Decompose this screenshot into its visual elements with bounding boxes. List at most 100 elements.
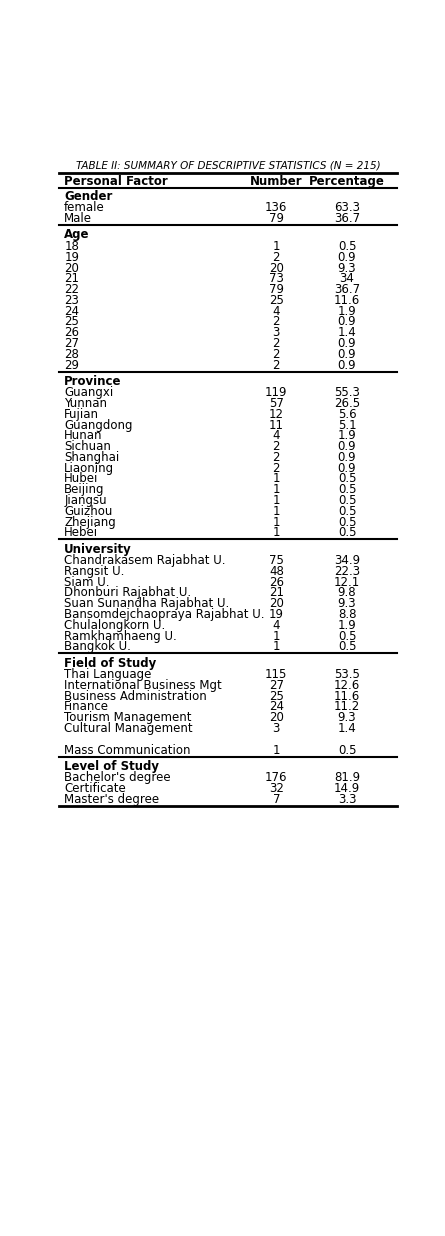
- Text: Number: Number: [250, 176, 303, 188]
- Text: Guangdong: Guangdong: [64, 419, 133, 431]
- Text: 12.6: 12.6: [334, 679, 360, 692]
- Text: 27: 27: [269, 679, 284, 692]
- Text: 1: 1: [273, 240, 280, 253]
- Text: Age: Age: [64, 229, 90, 241]
- Text: Guizhou: Guizhou: [64, 504, 113, 518]
- Text: Suan Sunandha Rajabhat U.: Suan Sunandha Rajabhat U.: [64, 597, 230, 611]
- Text: Zhejiang: Zhejiang: [64, 515, 116, 529]
- Text: Liaoning: Liaoning: [64, 462, 114, 475]
- Text: 55.3: 55.3: [334, 386, 360, 399]
- Text: 11.2: 11.2: [334, 701, 360, 713]
- Text: 9.3: 9.3: [338, 597, 356, 611]
- Text: 26: 26: [64, 326, 79, 339]
- Text: 3: 3: [273, 722, 280, 735]
- Text: Chulalongkorn U.: Chulalongkorn U.: [64, 619, 166, 632]
- Text: 12: 12: [269, 408, 284, 420]
- Text: 14.9: 14.9: [334, 782, 360, 795]
- Text: 1: 1: [273, 504, 280, 518]
- Text: Finance: Finance: [64, 701, 109, 713]
- Text: 11.6: 11.6: [334, 690, 360, 702]
- Text: University: University: [64, 543, 132, 555]
- Text: 1: 1: [273, 744, 280, 756]
- Text: TABLE II: SUMMARY OF DESCRIPTIVE STATISTICS (N = 215): TABLE II: SUMMARY OF DESCRIPTIVE STATIST…: [76, 161, 380, 171]
- Text: 24: 24: [269, 701, 284, 713]
- Text: Bangkok U.: Bangkok U.: [64, 640, 131, 654]
- Text: 34.9: 34.9: [334, 554, 360, 567]
- Text: Chandrakasem Rajabhat U.: Chandrakasem Rajabhat U.: [64, 554, 226, 567]
- Text: 63.3: 63.3: [334, 201, 360, 215]
- Text: 0.9: 0.9: [338, 440, 356, 454]
- Text: 7: 7: [273, 792, 280, 806]
- Text: 79: 79: [269, 283, 284, 297]
- Text: 0.9: 0.9: [338, 462, 356, 475]
- Text: Province: Province: [64, 375, 122, 388]
- Text: 0.5: 0.5: [338, 515, 356, 529]
- Text: 2: 2: [273, 315, 280, 329]
- Text: Cultural Management: Cultural Management: [64, 722, 193, 735]
- Text: 0.5: 0.5: [338, 494, 356, 507]
- Text: 2: 2: [273, 251, 280, 263]
- Text: 23: 23: [64, 294, 79, 307]
- Text: 1: 1: [273, 483, 280, 497]
- Text: 1.9: 1.9: [338, 619, 356, 632]
- Text: Siam U.: Siam U.: [64, 576, 110, 588]
- Text: 176: 176: [265, 771, 287, 785]
- Text: 1: 1: [273, 515, 280, 529]
- Text: 18: 18: [64, 240, 79, 253]
- Text: 1: 1: [273, 629, 280, 643]
- Text: 36.7: 36.7: [334, 213, 360, 225]
- Text: 0.9: 0.9: [338, 315, 356, 329]
- Text: Master's degree: Master's degree: [64, 792, 159, 806]
- Text: 2: 2: [273, 451, 280, 464]
- Text: Hunan: Hunan: [64, 429, 103, 442]
- Text: 4: 4: [273, 619, 280, 632]
- Text: Jiangsu: Jiangsu: [64, 494, 107, 507]
- Text: 0.9: 0.9: [338, 251, 356, 263]
- Text: Male: Male: [64, 213, 92, 225]
- Text: Ramkhamhaeng U.: Ramkhamhaeng U.: [64, 629, 177, 643]
- Text: 11.6: 11.6: [334, 294, 360, 307]
- Text: Yunnan: Yunnan: [64, 397, 107, 410]
- Text: 0.5: 0.5: [338, 640, 356, 654]
- Text: 0.5: 0.5: [338, 483, 356, 497]
- Text: 26.5: 26.5: [334, 397, 360, 410]
- Text: Tourism Management: Tourism Management: [64, 711, 192, 724]
- Text: 1.4: 1.4: [338, 722, 356, 735]
- Text: Bansomdejchaopraya Rajabhat U.: Bansomdejchaopraya Rajabhat U.: [64, 608, 265, 620]
- Text: 136: 136: [265, 201, 287, 215]
- Text: International Business Mgt: International Business Mgt: [64, 679, 222, 692]
- Text: 4: 4: [273, 304, 280, 318]
- Text: Level of Study: Level of Study: [64, 760, 159, 772]
- Text: 19: 19: [269, 608, 284, 620]
- Text: 0.5: 0.5: [338, 629, 356, 643]
- Text: 2: 2: [273, 462, 280, 475]
- Text: 73: 73: [269, 272, 284, 286]
- Text: Business Administration: Business Administration: [64, 690, 207, 702]
- Text: 25: 25: [269, 294, 284, 307]
- Text: 48: 48: [269, 565, 284, 578]
- Text: Guangxi: Guangxi: [64, 386, 113, 399]
- Text: 53.5: 53.5: [334, 669, 360, 681]
- Text: 8.8: 8.8: [338, 608, 356, 620]
- Text: 1.4: 1.4: [338, 326, 356, 339]
- Text: 79: 79: [269, 213, 284, 225]
- Text: 12.1: 12.1: [334, 576, 360, 588]
- Text: Certificate: Certificate: [64, 782, 126, 795]
- Text: Rangsit U.: Rangsit U.: [64, 565, 125, 578]
- Text: Sichuan: Sichuan: [64, 440, 111, 454]
- Text: 0.9: 0.9: [338, 337, 356, 350]
- Text: Shanghai: Shanghai: [64, 451, 120, 464]
- Text: Dhonburi Rajabhat U.: Dhonburi Rajabhat U.: [64, 586, 191, 599]
- Text: Percentage: Percentage: [309, 176, 385, 188]
- Text: Mass Communication: Mass Communication: [64, 744, 191, 756]
- Text: 34: 34: [340, 272, 355, 286]
- Text: 5.1: 5.1: [338, 419, 356, 431]
- Text: 0.5: 0.5: [338, 472, 356, 486]
- Text: 2: 2: [273, 440, 280, 454]
- Text: 1: 1: [273, 640, 280, 654]
- Text: 32: 32: [269, 782, 284, 795]
- Text: 0.5: 0.5: [338, 240, 356, 253]
- Text: Bachelor's degree: Bachelor's degree: [64, 771, 171, 785]
- Text: 29: 29: [64, 358, 79, 372]
- Text: Field of Study: Field of Study: [64, 656, 157, 670]
